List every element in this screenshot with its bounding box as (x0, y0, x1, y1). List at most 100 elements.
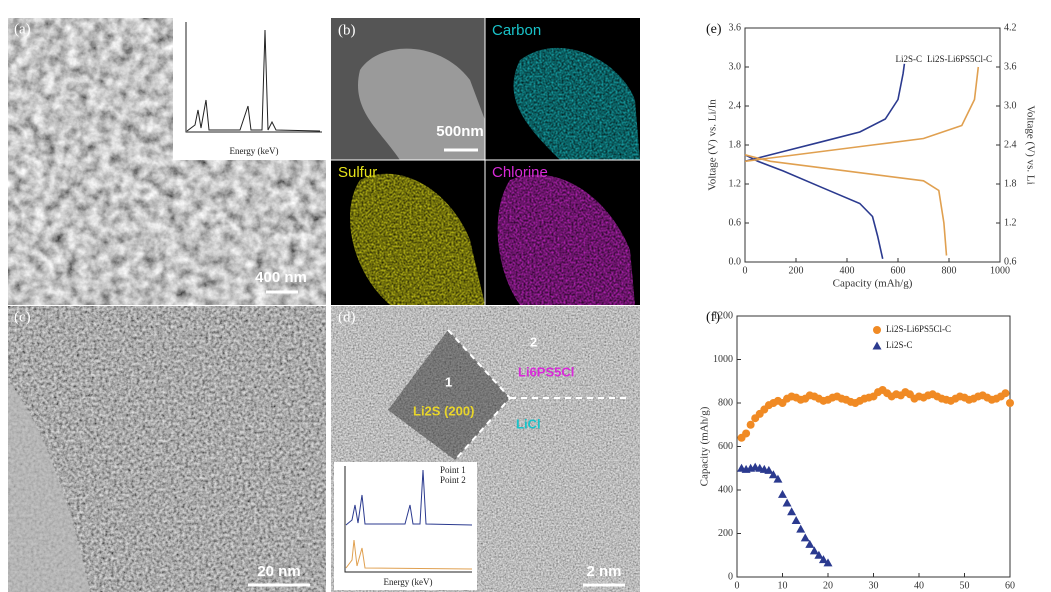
y2-axis-label: Voltage (V) vs. Li (1024, 105, 1036, 184)
x-tick-label: 200 (789, 265, 804, 276)
y-tick-label: 200 (718, 528, 733, 539)
inset-axes (344, 466, 472, 573)
particle (358, 48, 485, 160)
y-tick-label: 1.2 (729, 178, 742, 189)
y-tick-label: 1.8 (729, 139, 742, 150)
tem-edge (8, 380, 90, 592)
inset-axes (185, 22, 322, 133)
y-tick-label: 400 (718, 484, 733, 495)
scale-bar-label: 400 nm (255, 269, 307, 286)
panel-label: (e) (706, 22, 722, 37)
x-tick-label: 40 (914, 580, 924, 591)
y-tick-label: 0 (728, 571, 733, 582)
map-label: Carbon (492, 22, 541, 39)
data-point (814, 550, 824, 559)
phase-label: LiCl (516, 416, 541, 431)
carbon-map (513, 47, 640, 160)
data-point (746, 420, 755, 429)
inset-spectrum (186, 29, 321, 132)
x-tick-label: 50 (960, 580, 970, 591)
y2-tick-label: 3.6 (1004, 61, 1017, 72)
panel-label: (a) (14, 21, 31, 37)
data-point (1001, 389, 1010, 398)
panel-label: (c) (14, 309, 31, 325)
data-point (782, 498, 792, 507)
y-axis-label: Capacity (mAh/g) (699, 406, 711, 486)
particle (388, 330, 510, 460)
legend-label: Li2S-C (886, 340, 913, 350)
y-tick-label: 1200 (713, 310, 733, 321)
y-tick-label: 800 (718, 397, 733, 408)
legend-label: Li2S-Li6PS5Cl-C (927, 54, 992, 64)
map-label: Sulfur (338, 164, 377, 181)
x-tick-label: 0 (743, 265, 748, 276)
data-point (800, 533, 810, 542)
y-tick-label: 3.0 (729, 61, 742, 72)
x-tick-label: 20 (823, 580, 833, 591)
data-point (1006, 399, 1014, 407)
y-tick-label: 3.6 (729, 22, 742, 33)
y2-tick-label: 0.6 (1004, 256, 1017, 267)
data-point (742, 429, 751, 438)
inset-spectrum (345, 469, 473, 526)
data-point (823, 558, 833, 567)
y2-tick-label: 1.2 (1004, 217, 1017, 228)
series-line (744, 63, 906, 259)
y2-tick-label: 4.2 (1004, 22, 1017, 33)
point-label: 1 (445, 374, 452, 389)
data-point (764, 465, 774, 474)
data-point (796, 524, 806, 533)
legend-label: Li2S-C (895, 54, 922, 64)
scale-bar-label: 500nm (436, 123, 484, 140)
data-point (818, 555, 828, 564)
inset-legend: Point 2 (440, 475, 466, 485)
y-tick-label: 0.6 (729, 217, 742, 228)
x-tick-label: 10 (778, 580, 788, 591)
data-point (809, 546, 819, 555)
x-tick-label: 60 (1005, 580, 1015, 591)
map-label: Chlorine (492, 164, 548, 181)
inset-x-label: Energy (keV) (383, 577, 432, 587)
inset-spectrum (345, 539, 473, 570)
phase-label: Li2S (200) (413, 403, 474, 418)
data-point (787, 507, 797, 516)
x-tick-label: 0 (735, 580, 740, 591)
scale-bar-label: 2 nm (586, 563, 621, 580)
data-point (805, 539, 815, 548)
sulfur-map (350, 173, 485, 305)
plot-frame (736, 315, 1011, 578)
legend-label: Li2S-Li6PS5Cl-C (886, 324, 951, 334)
data-point (778, 489, 787, 498)
x-tick-label: 1000 (990, 265, 1010, 276)
inset-legend: Point 1 (440, 465, 466, 475)
point-label: 2 (530, 334, 537, 349)
inset-frame (173, 18, 326, 160)
panel-label: (f) (706, 310, 720, 325)
data-point (791, 515, 801, 524)
legend-marker (873, 326, 881, 334)
panel-label: (b) (338, 22, 356, 38)
x-tick-label: 600 (891, 265, 906, 276)
x-tick-label: 800 (942, 265, 957, 276)
y2-tick-label: 3.0 (1004, 100, 1017, 111)
y2-tick-label: 2.4 (1004, 139, 1017, 150)
y-tick-label: 2.4 (729, 100, 742, 111)
x-tick-label: 400 (840, 265, 855, 276)
chlorine-map (497, 174, 635, 305)
data-point (773, 474, 783, 483)
boundary (447, 329, 630, 461)
y2-tick-label: 1.8 (1004, 178, 1017, 189)
scale-bar-label: 20 nm (257, 563, 300, 580)
x-axis-label: Capacity (mAh/g) (833, 278, 913, 290)
y-tick-label: 0.0 (729, 256, 742, 267)
y-axis-label: Voltage (V) vs. Li/In (707, 99, 719, 191)
y-tick-label: 600 (718, 441, 733, 452)
inset-x-label: Energy (keV) (229, 146, 278, 156)
phase-label: Li6PS5Cl (518, 364, 574, 379)
legend-marker (872, 341, 882, 350)
series-line (744, 66, 980, 256)
x-tick-label: 30 (869, 580, 879, 591)
y-tick-label: 1000 (713, 354, 733, 365)
panel-label: (d) (338, 309, 356, 325)
